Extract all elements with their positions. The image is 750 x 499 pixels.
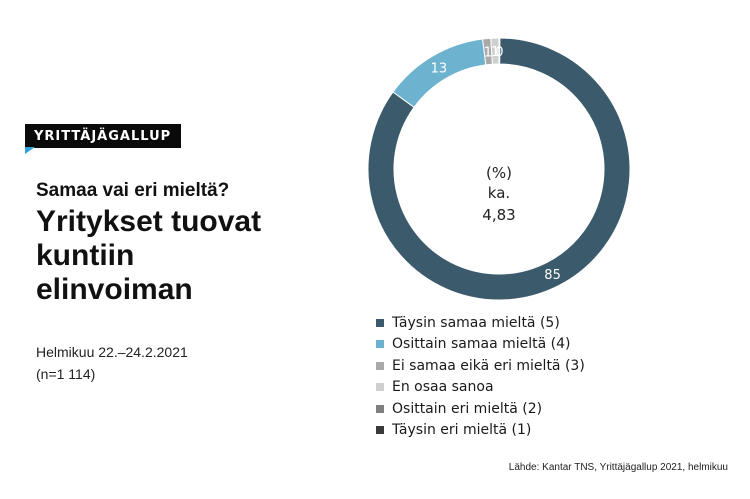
slice-labels: 85 13 1 10 xyxy=(431,45,561,283)
legend-swatch xyxy=(376,404,384,413)
donut-chart: 85 13 1 10 (%) ka. 4,83 xyxy=(367,37,631,301)
legend-swatch xyxy=(376,318,384,327)
center-average-label: ka. xyxy=(488,184,510,202)
legend-label: En osaa sanoa xyxy=(392,379,494,396)
donut-slices xyxy=(367,37,631,301)
slice-value-label: 1 xyxy=(484,46,492,61)
legend-label: Osittain samaa mieltä (4) xyxy=(392,336,571,353)
legend-swatch xyxy=(376,426,384,435)
legend-item: Osittain samaa mieltä (4) xyxy=(376,334,585,356)
chart-title: Yritykset tuovat kuntiin elinvoiman xyxy=(36,205,262,306)
legend-label: Täysin samaa mieltä (5) xyxy=(392,314,560,331)
legend-swatch xyxy=(376,383,384,392)
source-note: Lähde: Kantar TNS, Yrittäjägallup 2021, … xyxy=(508,462,728,473)
chart-subtitle: Samaa vai eri mieltä? xyxy=(36,180,230,201)
gallup-badge: YRITTÄJÄGALLUP xyxy=(25,124,182,148)
legend-label: Ei samaa eikä eri mieltä (3) xyxy=(392,357,585,374)
center-unit: (%) xyxy=(486,164,512,182)
legend-item: Täysin samaa mieltä (5) xyxy=(376,312,585,334)
slice-value-label: 0 xyxy=(495,45,503,60)
legend-item: En osaa sanoa xyxy=(376,377,585,399)
slice-value-label: 1 xyxy=(491,45,499,60)
donut-slice xyxy=(367,37,631,301)
badge-accent xyxy=(25,147,35,154)
legend-swatch xyxy=(376,340,384,349)
chart-legend: Täysin samaa mieltä (5) Osittain samaa mi… xyxy=(376,312,585,441)
legend-item: Osittain eri mieltä (2) xyxy=(376,398,585,420)
legend-label: Täysin eri mieltä (1) xyxy=(392,422,532,439)
sample-size: (n=1 114) xyxy=(36,366,96,382)
center-average-value: 4,83 xyxy=(482,206,515,224)
legend-swatch xyxy=(376,361,384,370)
donut-slice xyxy=(498,37,501,65)
legend-item: Täysin eri mieltä (1) xyxy=(376,420,585,442)
legend-label: Osittain eri mieltä (2) xyxy=(392,400,543,417)
slice-value-label: 85 xyxy=(544,268,561,283)
survey-date: Helmikuu 22.–24.2.2021 xyxy=(36,344,188,360)
legend-item: Ei samaa eikä eri mieltä (3) xyxy=(376,355,585,377)
slice-value-label: 13 xyxy=(431,61,448,76)
